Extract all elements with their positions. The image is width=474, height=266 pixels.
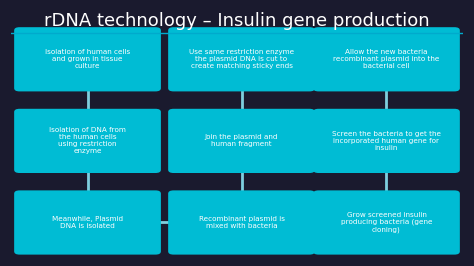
Text: Recombinant plasmid is
mixed with bacteria: Recombinant plasmid is mixed with bacter… — [199, 216, 284, 229]
FancyBboxPatch shape — [168, 190, 315, 255]
Text: Allow the new bacteria
recombinant plasmid into the
bacterial cell: Allow the new bacteria recombinant plasm… — [333, 49, 440, 69]
FancyBboxPatch shape — [313, 109, 460, 173]
FancyBboxPatch shape — [313, 27, 460, 92]
Text: Screen the bacteria to get the
incorporated human gene for
insulin: Screen the bacteria to get the incorpora… — [332, 131, 441, 151]
Text: Join the plasmid and
human fragment: Join the plasmid and human fragment — [205, 134, 278, 147]
Text: Grow screened insulin
producing bacteria (gene
cloning): Grow screened insulin producing bacteria… — [341, 212, 432, 233]
Text: Isolation of DNA from
the human cells
using restriction
enzyme: Isolation of DNA from the human cells us… — [49, 127, 126, 154]
Text: Meanwhile, Plasmid
DNA is isolated: Meanwhile, Plasmid DNA is isolated — [52, 216, 123, 229]
FancyBboxPatch shape — [14, 27, 161, 92]
FancyBboxPatch shape — [313, 190, 460, 255]
Text: rDNA technology – Insulin gene production: rDNA technology – Insulin gene productio… — [44, 12, 430, 30]
Text: Use same restriction enzyme
the plasmid DNA is cut to
create matching sticky end: Use same restriction enzyme the plasmid … — [189, 49, 294, 69]
FancyBboxPatch shape — [168, 109, 315, 173]
FancyBboxPatch shape — [168, 27, 315, 92]
FancyBboxPatch shape — [14, 190, 161, 255]
Text: Isolation of human cells
and grown in tissue
culture: Isolation of human cells and grown in ti… — [45, 49, 130, 69]
FancyBboxPatch shape — [14, 109, 161, 173]
